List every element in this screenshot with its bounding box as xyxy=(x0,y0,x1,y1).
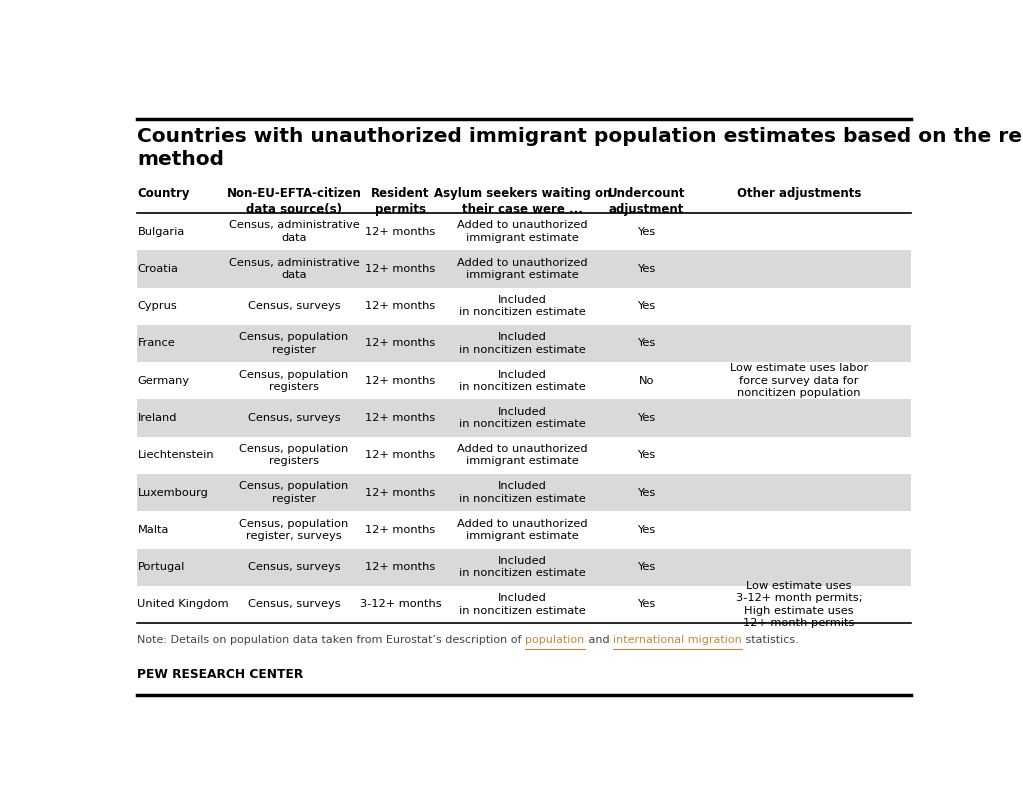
Text: No: No xyxy=(638,376,654,386)
Text: Country: Country xyxy=(137,187,190,200)
Bar xyxy=(137,250,911,288)
Text: Yes: Yes xyxy=(637,301,656,311)
Bar xyxy=(137,549,911,586)
Text: 12+ months: 12+ months xyxy=(365,487,436,498)
Text: international migration: international migration xyxy=(613,635,742,646)
Text: Census, population
registers: Census, population registers xyxy=(239,370,349,392)
Text: Asylum seekers waiting on
their case were ...: Asylum seekers waiting on their case wer… xyxy=(434,187,611,215)
Text: Bulgaria: Bulgaria xyxy=(137,227,184,237)
Text: 12+ months: 12+ months xyxy=(365,376,436,386)
Bar xyxy=(137,213,911,250)
Text: Cyprus: Cyprus xyxy=(137,301,177,311)
Text: Included
in noncitizen estimate: Included in noncitizen estimate xyxy=(459,370,586,392)
Text: Census, administrative
data: Census, administrative data xyxy=(229,220,359,242)
Text: Countries with unauthorized immigrant population estimates based on the residual: Countries with unauthorized immigrant po… xyxy=(137,127,1023,169)
Text: Census, administrative
data: Census, administrative data xyxy=(229,258,359,280)
Text: 12+ months: 12+ months xyxy=(365,264,436,273)
Text: Croatia: Croatia xyxy=(137,264,178,273)
Text: Luxembourg: Luxembourg xyxy=(137,487,209,498)
Text: 12+ months: 12+ months xyxy=(365,413,436,423)
Text: 12+ months: 12+ months xyxy=(365,339,436,348)
Text: Portugal: Portugal xyxy=(137,562,185,572)
Text: Non-EU-EFTA-citizen
data source(s): Non-EU-EFTA-citizen data source(s) xyxy=(227,187,361,215)
Text: Included
in noncitizen estimate: Included in noncitizen estimate xyxy=(459,407,586,429)
Text: Included
in noncitizen estimate: Included in noncitizen estimate xyxy=(459,593,586,615)
Text: Ireland: Ireland xyxy=(137,413,177,423)
Text: Census, population
registers: Census, population registers xyxy=(239,444,349,467)
Text: and: and xyxy=(584,635,613,646)
Bar xyxy=(137,586,911,623)
Text: Yes: Yes xyxy=(637,413,656,423)
Text: Yes: Yes xyxy=(637,227,656,237)
Text: Other adjustments: Other adjustments xyxy=(737,187,861,200)
Bar xyxy=(137,474,911,511)
Bar xyxy=(137,436,911,474)
Text: Low estimate uses labor
force survey data for
noncitizen population: Low estimate uses labor force survey dat… xyxy=(729,363,869,398)
Text: Census, population
register: Census, population register xyxy=(239,332,349,355)
Text: Census, surveys: Census, surveys xyxy=(248,301,341,311)
Text: Note: Details on population data taken from Eurostat’s description of: Note: Details on population data taken f… xyxy=(137,635,526,646)
Text: Census, population
register: Census, population register xyxy=(239,482,349,504)
Text: population: population xyxy=(526,635,584,646)
Text: United Kingdom: United Kingdom xyxy=(137,599,229,610)
Text: Yes: Yes xyxy=(637,525,656,535)
Bar xyxy=(137,399,911,436)
Text: 12+ months: 12+ months xyxy=(365,525,436,535)
Text: Added to unauthorized
immigrant estimate: Added to unauthorized immigrant estimate xyxy=(457,444,587,467)
Text: Yes: Yes xyxy=(637,264,656,273)
Text: Included
in noncitizen estimate: Included in noncitizen estimate xyxy=(459,482,586,504)
Text: Added to unauthorized
immigrant estimate: Added to unauthorized immigrant estimate xyxy=(457,518,587,541)
Text: Yes: Yes xyxy=(637,562,656,572)
Text: 3-12+ months: 3-12+ months xyxy=(360,599,441,610)
Text: Resident
permits: Resident permits xyxy=(371,187,430,215)
Bar xyxy=(137,325,911,362)
Text: 12+ months: 12+ months xyxy=(365,301,436,311)
Text: Yes: Yes xyxy=(637,450,656,460)
Text: 12+ months: 12+ months xyxy=(365,450,436,460)
Text: statistics.: statistics. xyxy=(742,635,798,646)
Text: Added to unauthorized
immigrant estimate: Added to unauthorized immigrant estimate xyxy=(457,220,587,242)
Bar xyxy=(137,288,911,325)
Text: PEW RESEARCH CENTER: PEW RESEARCH CENTER xyxy=(137,668,304,681)
Bar xyxy=(137,362,911,399)
Text: France: France xyxy=(137,339,175,348)
Text: 12+ months: 12+ months xyxy=(365,562,436,572)
Text: Malta: Malta xyxy=(137,525,169,535)
Text: Germany: Germany xyxy=(137,376,189,386)
Text: Census, population
register, surveys: Census, population register, surveys xyxy=(239,518,349,541)
Text: Included
in noncitizen estimate: Included in noncitizen estimate xyxy=(459,295,586,317)
Text: Low estimate uses
3-12+ month permits;
High estimate uses
12+ month permits: Low estimate uses 3-12+ month permits; H… xyxy=(736,581,862,628)
Text: Liechtenstein: Liechtenstein xyxy=(137,450,214,460)
Text: Census, surveys: Census, surveys xyxy=(248,599,341,610)
Text: Census, surveys: Census, surveys xyxy=(248,562,341,572)
Text: Yes: Yes xyxy=(637,487,656,498)
Text: Included
in noncitizen estimate: Included in noncitizen estimate xyxy=(459,332,586,355)
Text: 12+ months: 12+ months xyxy=(365,227,436,237)
Text: Census, surveys: Census, surveys xyxy=(248,413,341,423)
Bar xyxy=(137,511,911,549)
Text: Undercount
adjustment: Undercount adjustment xyxy=(608,187,685,215)
Text: Included
in noncitizen estimate: Included in noncitizen estimate xyxy=(459,556,586,578)
Text: Yes: Yes xyxy=(637,599,656,610)
Text: Added to unauthorized
immigrant estimate: Added to unauthorized immigrant estimate xyxy=(457,258,587,280)
Text: Yes: Yes xyxy=(637,339,656,348)
